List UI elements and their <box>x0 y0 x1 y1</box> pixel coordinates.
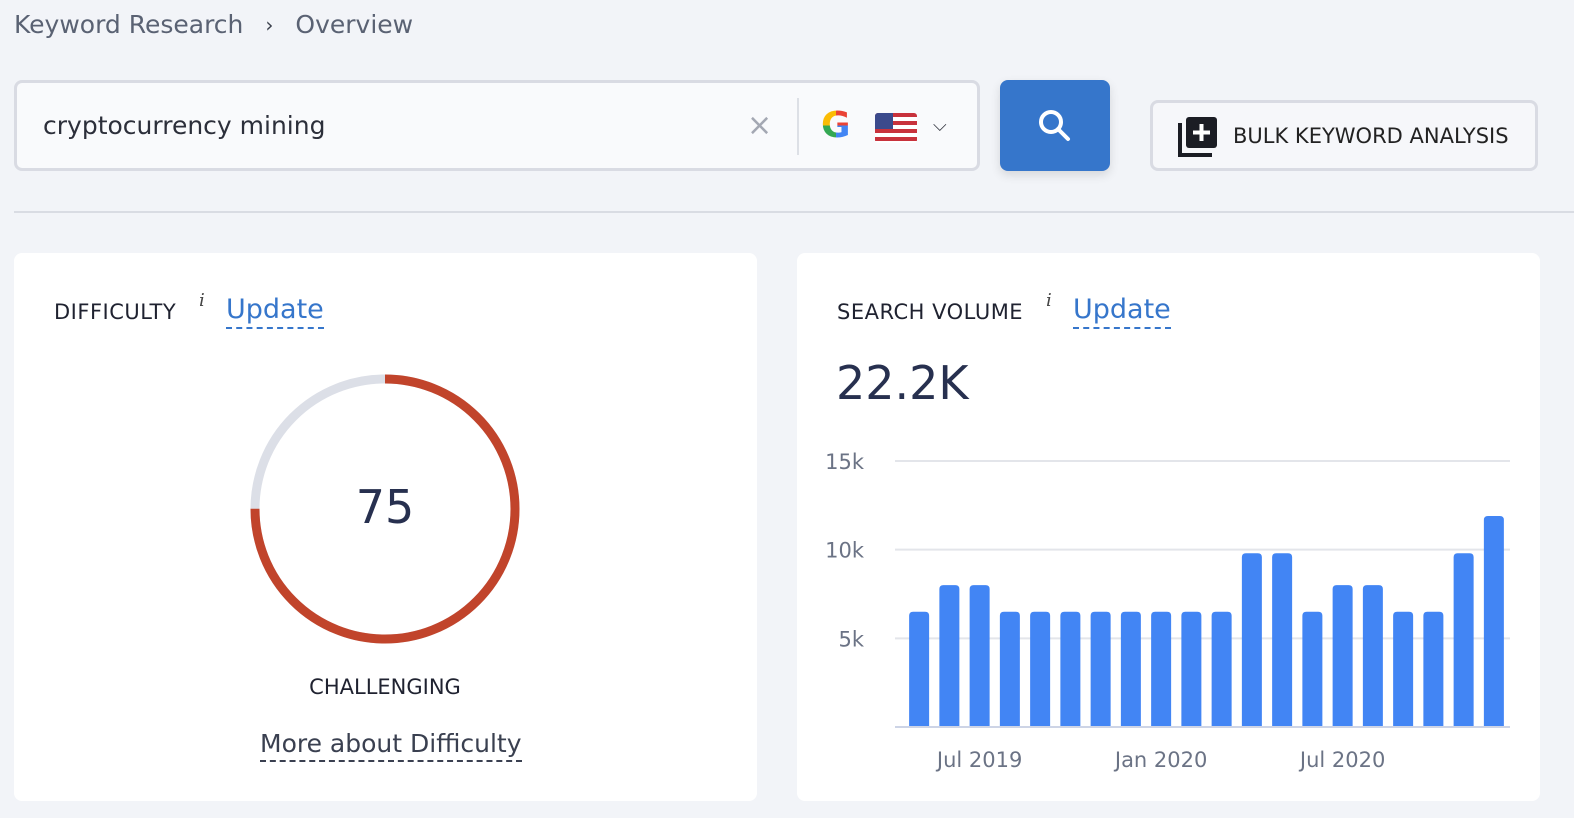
search-icon <box>1039 109 1070 141</box>
search-box: × G ⌵ <box>14 80 980 171</box>
difficulty-update-link[interactable]: Update <box>226 293 324 329</box>
clear-icon[interactable]: × <box>747 108 773 143</box>
bar-sep-2020 <box>1393 611 1414 727</box>
bar-jul-2020 <box>1332 585 1353 727</box>
bar-jun-2020 <box>1302 611 1323 727</box>
x-tick-label: Jan 2020 <box>1113 748 1208 772</box>
search-volume-chart: 5k 10k 15k Jul 2019 Jan 2020 Jul 2020 <box>825 450 1510 772</box>
bulk-keyword-analysis-button[interactable]: BULK KEYWORD ANALYSIS <box>1150 100 1538 171</box>
breadcrumb-keyword-research[interactable]: Keyword Research <box>14 10 244 39</box>
chevron-down-icon[interactable]: ⌵ <box>933 115 947 136</box>
breadcrumb: Keyword Research › Overview <box>14 10 413 39</box>
search-button[interactable] <box>1000 80 1110 171</box>
bar-sep-2019 <box>1030 611 1051 727</box>
bar-nov-2020 <box>1453 553 1474 727</box>
difficulty-title: DIFFICULTY <box>54 300 177 324</box>
bar-oct-2020 <box>1423 611 1444 727</box>
more-about-difficulty-link[interactable]: More about Difficulty <box>260 728 522 762</box>
divider <box>797 98 799 155</box>
search-volume-title: SEARCH VOLUME <box>837 300 1024 324</box>
y-tick-label: 15k <box>825 450 865 474</box>
bar-dec-2020 <box>1483 515 1504 727</box>
bar-oct-2019 <box>1060 611 1081 727</box>
search-volume-value: 22.2K <box>836 356 969 410</box>
bar-aug-2019 <box>999 611 1020 727</box>
bar-jul-2019 <box>969 585 990 727</box>
volume-update-link[interactable]: Update <box>1073 293 1171 329</box>
y-tick-label: 5k <box>838 627 864 651</box>
difficulty-score: 75 <box>355 480 415 534</box>
google-icon[interactable]: G <box>821 105 851 146</box>
bar-jun-2019 <box>939 585 960 727</box>
gauge-fill <box>250 374 520 644</box>
x-tick-label: Jul 2019 <box>935 748 1022 772</box>
us-flag-icon[interactable] <box>875 113 917 143</box>
info-icon[interactable]: i <box>1046 290 1052 311</box>
bar-nov-2019 <box>1090 611 1111 727</box>
keyword-input[interactable] <box>43 111 733 140</box>
divider <box>14 211 1574 213</box>
chevron-right-icon: › <box>265 12 274 37</box>
bar-feb-2020 <box>1181 611 1202 727</box>
difficulty-level: CHALLENGING <box>309 675 461 699</box>
bar-dec-2019 <box>1120 611 1141 727</box>
info-icon[interactable]: i <box>199 290 205 311</box>
bar-may-2019 <box>909 611 930 727</box>
bulk-label: BULK KEYWORD ANALYSIS <box>1233 123 1509 148</box>
bar-jan-2020 <box>1151 611 1172 727</box>
bar-may-2020 <box>1272 553 1293 727</box>
add-multiple-icon <box>1178 116 1217 157</box>
difficulty-gauge <box>250 374 520 644</box>
bar-apr-2020 <box>1241 553 1262 727</box>
bar-mar-2020 <box>1211 611 1232 727</box>
bar-aug-2020 <box>1362 585 1383 727</box>
x-tick-label: Jul 2020 <box>1298 748 1385 772</box>
breadcrumb-overview: Overview <box>295 10 414 39</box>
difficulty-card <box>14 253 757 801</box>
y-tick-label: 10k <box>825 539 865 563</box>
